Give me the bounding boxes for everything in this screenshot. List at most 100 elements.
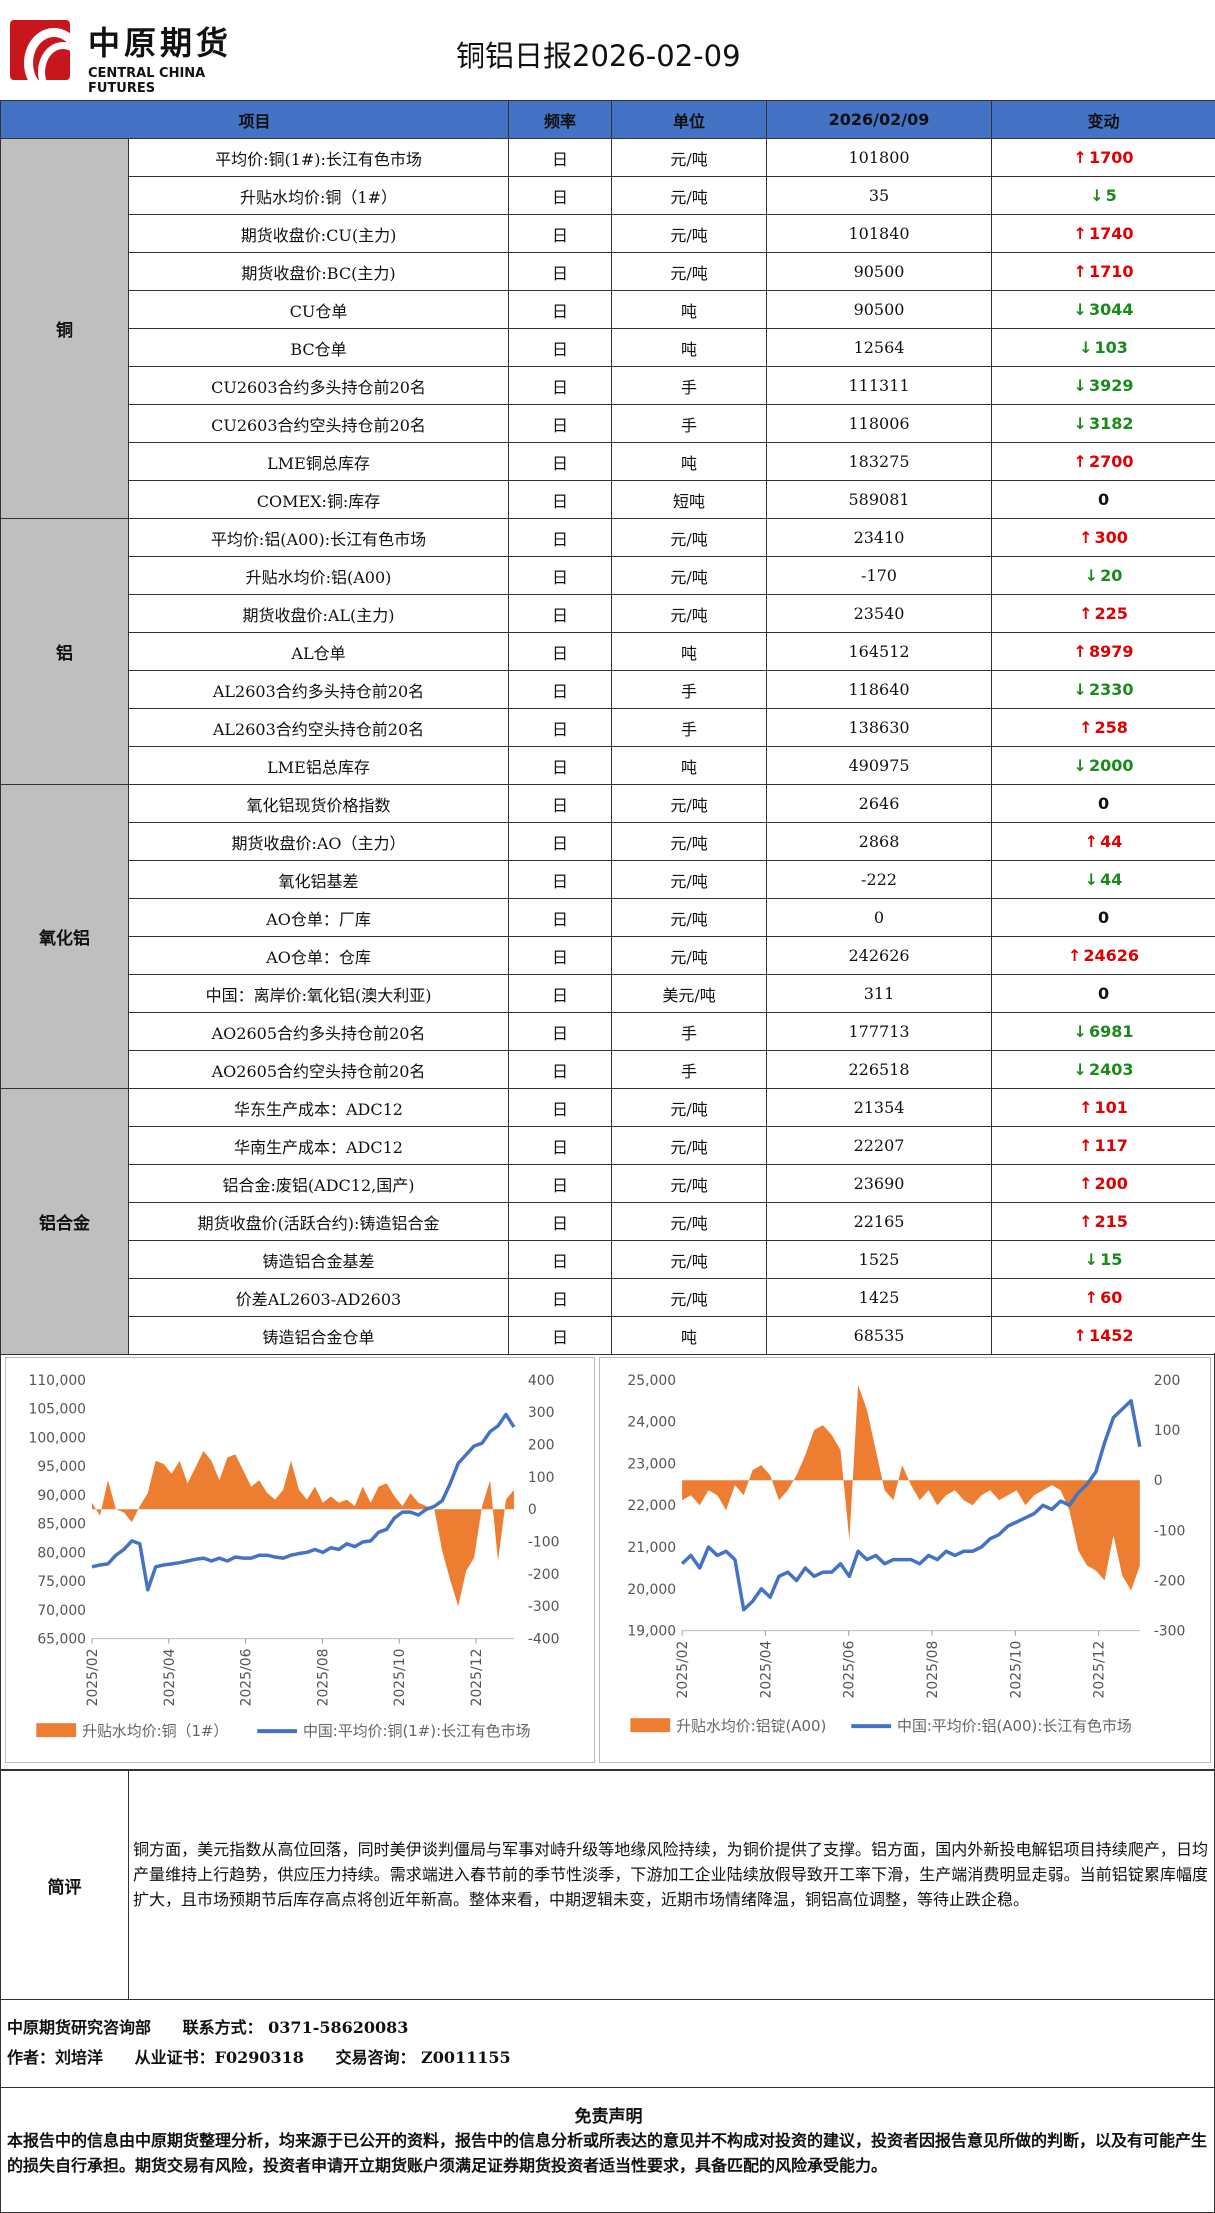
cell-change: 0 xyxy=(991,784,1215,823)
group-label: 氧化铝 xyxy=(0,784,129,1089)
cell-frequency: 日 xyxy=(508,366,613,405)
cell-value: 35 xyxy=(766,176,993,215)
change-value: 1740 xyxy=(1088,224,1134,243)
legend-label: 升贴水均价:铜（1#） xyxy=(82,1722,228,1740)
x-axis-tick-label: 2025/04 xyxy=(758,1640,774,1698)
right-axis-tick-label: -200 xyxy=(1154,1573,1186,1589)
cell-change: ↓ 3929 xyxy=(991,366,1215,405)
legend-swatch-area xyxy=(630,1718,671,1733)
header-date: 2026/02/09 xyxy=(766,100,993,139)
table-row: 中国：离岸价:氧化铝(澳大利亚) 日美元/吨 311 0 xyxy=(1,974,1215,1013)
right-axis-tick-label: 100 xyxy=(528,1470,555,1486)
header-change: 变动 xyxy=(991,100,1215,139)
change-value: 0 xyxy=(1097,490,1110,509)
cell-item: 铸造铝合金基差 xyxy=(127,1240,510,1279)
cell-unit: 元/吨 xyxy=(611,1240,768,1279)
table-row: 铝平均价:铝(A00):长江有色市场日元/吨 23410 ↑ 300 xyxy=(0,518,1215,785)
cell-change: ↑ 1700 xyxy=(991,138,1215,177)
change-value: 0 xyxy=(1097,794,1110,813)
cell-value: 1425 xyxy=(766,1278,993,1317)
arrow-up-icon: ↑ xyxy=(1084,1288,1099,1307)
cell-item: AL仓单 xyxy=(127,632,510,671)
footer-trade: 交易咨询： Z0011155 xyxy=(335,2048,511,2067)
arrow-up-icon: ↑ xyxy=(1079,718,1093,737)
cell-value: 101840 xyxy=(766,214,993,253)
cell-change: ↑ 44 xyxy=(991,822,1215,861)
cell-change: ↓ 3044 xyxy=(991,290,1215,329)
right-axis-tick-label: 200 xyxy=(1154,1373,1181,1389)
cell-unit: 手 xyxy=(611,366,768,405)
arrow-down-icon: ↓ xyxy=(1084,1250,1099,1269)
cell-frequency: 日 xyxy=(508,1316,613,1355)
cell-unit: 元/吨 xyxy=(611,822,768,861)
arrow-up-icon: ↑ xyxy=(1073,224,1087,243)
logo-english-name: CENTRAL CHINA FUTURES xyxy=(88,66,206,96)
x-axis-tick-label: 2025/08 xyxy=(315,1649,331,1707)
comment-label: 简评 xyxy=(1,1771,129,1999)
cell-unit: 元/吨 xyxy=(611,252,768,291)
change-value: 44 xyxy=(1100,832,1123,851)
right-axis-tick-label: -400 xyxy=(528,1632,560,1648)
table-row: LME铝总库存日吨 490975 ↓ 2000 xyxy=(1,746,1215,785)
page-title: 铜铝日报2026-02-09 xyxy=(456,39,741,73)
cell-frequency: 日 xyxy=(508,1088,613,1127)
footer-row-1: 中原期货研究咨询部 联系方式： 0371-58620083 xyxy=(7,2014,434,2038)
cell-item: 中国：离岸价:氧化铝(澳大利亚) xyxy=(127,974,510,1013)
table-row: 期货收盘价:BC(主力) 日元/吨 90500 ↑ 1710 xyxy=(1,252,1215,291)
cell-item: 铝合金:废铝(ADC12,国产) xyxy=(127,1164,510,1203)
cell-value: 177713 xyxy=(766,1012,993,1051)
aluminum-chart: 25,000 24,000 23,000 22,000 21,000 20,000 19,0… xyxy=(599,1357,1211,1763)
cell-item: AL2603合约空头持仓前20名 xyxy=(127,708,510,747)
arrow-up-icon: ↑ xyxy=(1084,832,1099,851)
cell-unit: 吨 xyxy=(611,442,768,481)
arrow-up-icon: ↑ xyxy=(1079,1212,1093,1231)
aluminum-chart-svg: 25,000 24,000 23,000 22,000 21,000 20,000 19,0… xyxy=(627,1373,1186,1735)
cell-item: 氧化铝现货价格指数 xyxy=(127,784,510,823)
cell-item: 升贴水均价:铝(A00) xyxy=(127,556,510,595)
cell-value: 1525 xyxy=(766,1240,993,1279)
table-row: 升贴水均价:铜（1#）日元/吨 35 ↓ 5 xyxy=(1,176,1215,215)
cell-item: BC仓单 xyxy=(127,328,510,367)
x-axis-tick-label: 2025/12 xyxy=(1092,1641,1108,1699)
cell-frequency: 日 xyxy=(508,746,613,785)
table-row: 价差AL2603-AD2603 日元/吨 1425 ↑ 60 xyxy=(1,1278,1215,1317)
arrow-up-icon: ↑ xyxy=(1073,1326,1087,1345)
cell-value: 23410 xyxy=(766,518,993,557)
cell-change: ↑ 24626 xyxy=(991,936,1215,975)
table-row: 期货收盘价:AO（主力）日元/吨 2868 ↑ 44 xyxy=(1,822,1215,861)
legend-label: 升贴水均价:铝锭(A00) xyxy=(676,1717,826,1735)
table-row: AO2605合约空头持仓前20名日手 226518 ↓ 2403 xyxy=(1,1050,1215,1089)
table-row: AO仓单：厂库日元/吨 0 0 xyxy=(1,898,1215,937)
cell-item: 华东生产成本：ADC12 xyxy=(127,1088,510,1127)
left-axis-tick-label: 65,000 xyxy=(37,1632,86,1648)
footer-dept: 中原期货研究咨询部 xyxy=(7,2018,152,2037)
cell-frequency: 日 xyxy=(508,784,613,823)
cell-change: 0 xyxy=(991,480,1215,519)
cell-change: ↑ 1740 xyxy=(991,214,1215,253)
table-row: CU仓单日吨 90500 ↓ 3044 xyxy=(1,290,1215,329)
cell-value: 111311 xyxy=(766,366,993,405)
cell-item: COMEX:铜:库存 xyxy=(127,480,510,519)
cell-unit: 元/吨 xyxy=(611,860,768,899)
group-label: 铝合金 xyxy=(0,1088,129,1355)
cell-value: 2646 xyxy=(766,784,993,823)
right-axis-tick-label: -300 xyxy=(1154,1624,1186,1640)
cell-item: AO2605合约多头持仓前20名 xyxy=(127,1012,510,1051)
table-row: COMEX:铜:库存日短吨 589081 0 xyxy=(1,480,1215,519)
cell-item: 价差AL2603-AD2603 xyxy=(127,1278,510,1317)
arrow-down-icon: ↓ xyxy=(1073,1060,1087,1079)
left-axis-tick-label: 24,000 xyxy=(627,1415,676,1431)
table-row: LME铜总库存日吨 183275 ↑ 2700 xyxy=(1,442,1215,481)
cell-value: 311 xyxy=(766,974,993,1013)
legend-swatch-area xyxy=(36,1723,77,1738)
table-row: 铝合金:废铝(ADC12,国产) 日元/吨 23690 ↑ 200 xyxy=(1,1164,1215,1203)
cell-unit: 元/吨 xyxy=(611,1126,768,1165)
footer-author: 作者：刘培洋 xyxy=(7,2048,104,2067)
comment-text: 铜方面，美元指数从高位回落，同时美伊谈判僵局与军事对峙升级等地缘风险持续，为铜价… xyxy=(133,1840,1208,1909)
table-row: 铸造铝合金基差日元/吨 1525 ↓ 15 xyxy=(1,1240,1215,1279)
change-value: 20 xyxy=(1100,566,1123,585)
change-value: 215 xyxy=(1094,1212,1128,1231)
cell-frequency: 日 xyxy=(508,1240,613,1279)
change-value: 1700 xyxy=(1088,148,1134,167)
cell-item: 氧化铝基差 xyxy=(127,860,510,899)
